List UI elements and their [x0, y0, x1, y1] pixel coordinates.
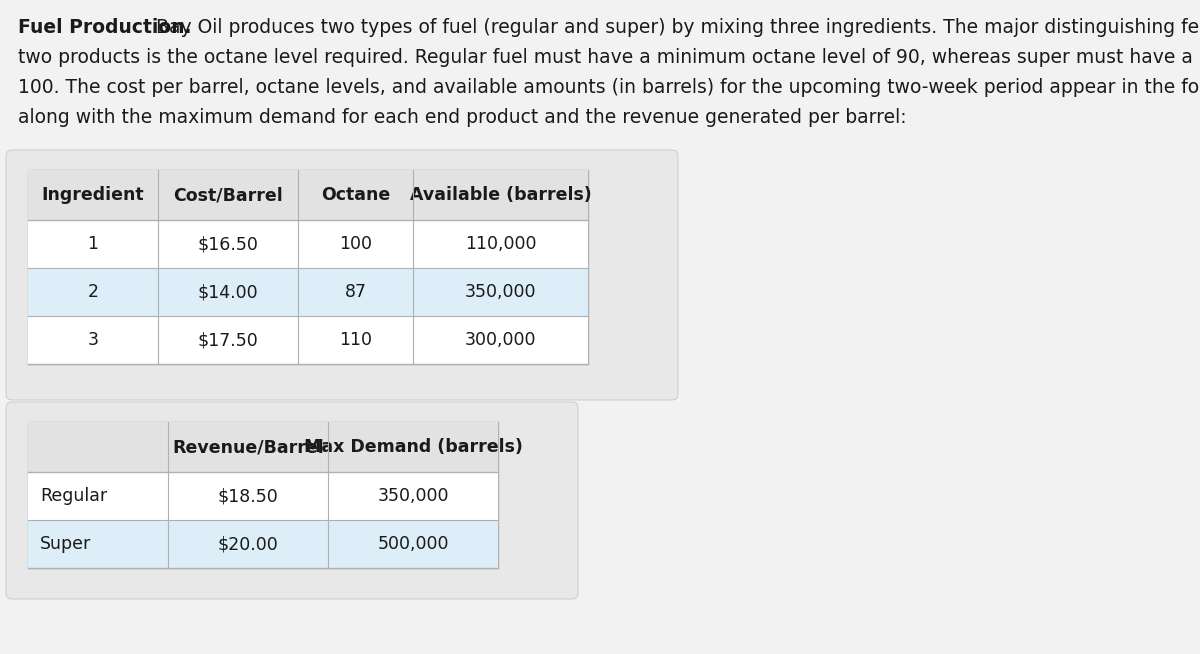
- Text: Octane: Octane: [320, 186, 390, 204]
- Text: 100: 100: [340, 235, 372, 253]
- Text: $14.00: $14.00: [198, 283, 258, 301]
- Text: Regular: Regular: [40, 487, 107, 505]
- Text: Super: Super: [40, 535, 91, 553]
- Text: $20.00: $20.00: [217, 535, 278, 553]
- Bar: [28, 520, 498, 568]
- Text: 350,000: 350,000: [377, 487, 449, 505]
- Bar: [28, 170, 588, 220]
- Text: Bay Oil produces two types of fuel (regular and super) by mixing three ingredien: Bay Oil produces two types of fuel (regu…: [150, 18, 1200, 37]
- Text: 1: 1: [88, 235, 98, 253]
- Text: along with the maximum demand for each end product and the revenue generated per: along with the maximum demand for each e…: [18, 108, 907, 127]
- Text: Available (barrels): Available (barrels): [409, 186, 592, 204]
- Bar: [28, 220, 588, 268]
- Bar: [28, 268, 588, 316]
- Text: Max Demand (barrels): Max Demand (barrels): [304, 438, 522, 456]
- Text: 500,000: 500,000: [377, 535, 449, 553]
- Text: $17.50: $17.50: [198, 331, 258, 349]
- Text: 100. The cost per barrel, octane levels, and available amounts (in barrels) for : 100. The cost per barrel, octane levels,…: [18, 78, 1200, 97]
- Text: 2: 2: [88, 283, 98, 301]
- Text: 110,000: 110,000: [464, 235, 536, 253]
- Text: 110: 110: [340, 331, 372, 349]
- Text: Revenue/Barrel: Revenue/Barrel: [172, 438, 324, 456]
- Bar: [28, 422, 498, 472]
- Text: two products is the octane level required. Regular fuel must have a minimum octa: two products is the octane level require…: [18, 48, 1200, 67]
- Text: 350,000: 350,000: [464, 283, 536, 301]
- Text: Ingredient: Ingredient: [42, 186, 144, 204]
- Text: Cost/Barrel: Cost/Barrel: [173, 186, 283, 204]
- Bar: [28, 316, 588, 364]
- FancyBboxPatch shape: [6, 150, 678, 400]
- FancyBboxPatch shape: [6, 402, 578, 599]
- Text: 3: 3: [88, 331, 98, 349]
- Bar: [28, 422, 498, 568]
- Text: 300,000: 300,000: [464, 331, 536, 349]
- Bar: [28, 170, 588, 364]
- Text: Fuel Production.: Fuel Production.: [18, 18, 192, 37]
- Text: $16.50: $16.50: [198, 235, 258, 253]
- Text: $18.50: $18.50: [217, 487, 278, 505]
- Text: 87: 87: [344, 283, 366, 301]
- Bar: [28, 472, 498, 520]
